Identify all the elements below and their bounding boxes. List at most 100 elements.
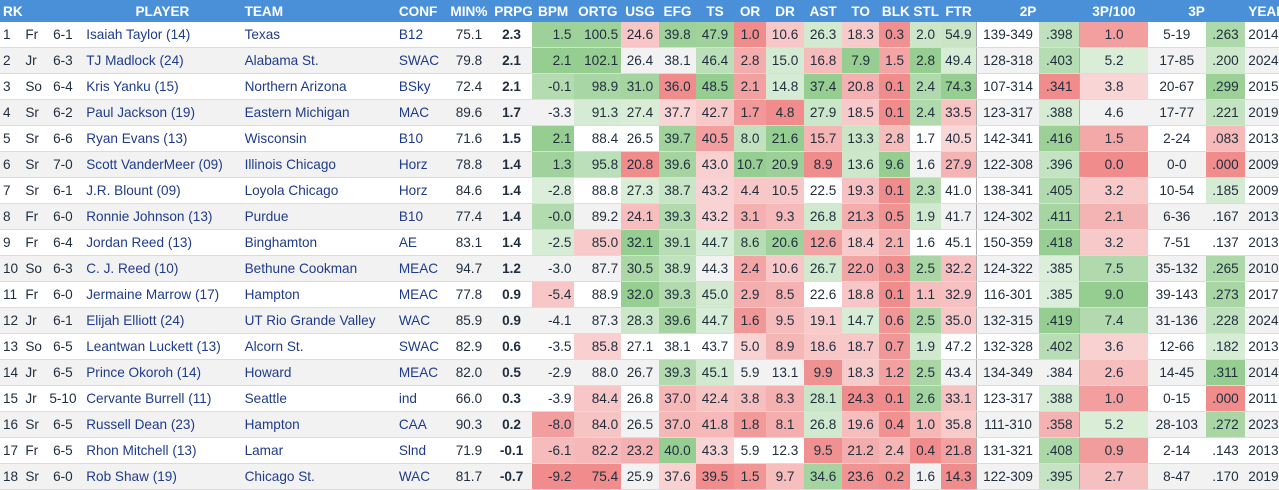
col-header-3p100[interactable]: 3P/100 [1079, 0, 1148, 22]
col-header-prpg[interactable]: PRPG! [491, 0, 532, 22]
cell-conf[interactable]: SWAC [395, 333, 447, 360]
cell-height: 6-1 [42, 307, 84, 334]
table-row: 15 Jr 5-10 Cervante Burrell (11) Seattle ind 6… [0, 385, 1279, 412]
col-header-player[interactable]: PLAYER [83, 0, 242, 22]
cell-team[interactable]: Loyola Chicago [241, 177, 396, 204]
col-header-ortg[interactable]: ORTG [574, 0, 622, 22]
cell-3p-pct: .000 [1205, 385, 1246, 412]
cell-2p: 122-309 [976, 463, 1040, 490]
cell-2p-pct: .395 [1039, 463, 1081, 490]
col-header-team[interactable]: TEAM [241, 0, 396, 22]
cell-conf[interactable]: WAC [395, 307, 447, 334]
cell-player[interactable]: Leantwan Luckett (13) [83, 333, 242, 360]
col-header-ftr[interactable]: FTR [940, 0, 977, 22]
cell-conf[interactable]: MAC [395, 99, 447, 126]
cell-or: 1.6 [733, 307, 767, 334]
cell-team[interactable]: Hampton [241, 281, 396, 308]
cell-3p: 2-14 [1147, 437, 1206, 464]
cell-ftr: 47.2 [940, 333, 977, 360]
cell-team[interactable]: Purdue [241, 203, 396, 230]
cell-player[interactable]: Prince Okoroh (14) [83, 359, 242, 386]
cell-conf[interactable]: MEAC [395, 255, 447, 282]
col-header-rk[interactable]: RK [0, 0, 84, 22]
cell-2p-pct: .388 [1039, 385, 1081, 412]
cell-team[interactable]: Eastern Michigan [241, 99, 396, 126]
cell-team[interactable]: Binghamton [241, 229, 396, 256]
cell-prpg: 0.2 [491, 411, 532, 438]
cell-player[interactable]: Rob Shaw (19) [83, 463, 242, 490]
cell-player[interactable]: Cervante Burrell (11) [83, 385, 242, 412]
col-header-ast[interactable]: AST [803, 0, 843, 22]
cell-class: Sr [22, 99, 43, 126]
cell-2p: 138-341 [976, 177, 1040, 204]
cell-player[interactable]: Ryan Evans (13) [83, 125, 242, 152]
col-header-conf[interactable]: CONF [395, 0, 447, 22]
cell-team[interactable]: Hampton [241, 411, 396, 438]
col-header-year[interactable]: YEAR [1245, 0, 1279, 22]
cell-conf[interactable]: MEAC [395, 359, 447, 386]
cell-team[interactable]: Illinois Chicago [241, 151, 396, 178]
cell-conf[interactable]: B12 [395, 22, 447, 48]
cell-conf[interactable]: WAC [395, 463, 447, 490]
cell-player[interactable]: Russell Dean (23) [83, 411, 242, 438]
cell-conf[interactable]: CAA [395, 411, 447, 438]
cell-player[interactable]: Isaiah Taylor (14) [83, 22, 242, 48]
cell-player[interactable]: Ronnie Johnson (13) [83, 203, 242, 230]
cell-team[interactable]: Texas [241, 22, 396, 48]
cell-team[interactable]: Wisconsin [241, 125, 396, 152]
col-header-3p[interactable]: 3P [1147, 0, 1246, 22]
col-header-2p[interactable]: 2P [976, 0, 1080, 22]
cell-player[interactable]: J.R. Blount (09) [83, 177, 242, 204]
cell-conf[interactable]: MEAC [395, 281, 447, 308]
cell-conf[interactable]: AE [395, 229, 447, 256]
cell-team[interactable]: UT Rio Grande Valley [241, 307, 396, 334]
cell-conf[interactable]: B10 [395, 203, 447, 230]
cell-team[interactable]: Chicago St. [241, 463, 396, 490]
cell-3p: 31-136 [1147, 307, 1206, 334]
cell-team[interactable]: Northern Arizona [241, 73, 396, 100]
cell-conf[interactable]: Horz [395, 151, 447, 178]
cell-player[interactable]: TJ Madlock (24) [83, 47, 242, 74]
cell-player[interactable]: C. J. Reed (10) [83, 255, 242, 282]
cell-player[interactable]: Rhon Mitchell (13) [83, 437, 242, 464]
cell-player[interactable]: Scott VanderMeer (09) [83, 151, 242, 178]
cell-class: Sr [22, 463, 43, 490]
cell-2p: 131-321 [976, 437, 1040, 464]
col-header-ts[interactable]: TS [696, 0, 734, 22]
cell-player[interactable]: Elijah Elliott (24) [83, 307, 242, 334]
cell-team[interactable]: Howard [241, 359, 396, 386]
cell-player[interactable]: Jermaine Marrow (17) [83, 281, 242, 308]
col-header-stl[interactable]: STL [910, 0, 941, 22]
cell-player[interactable]: Kris Yanku (15) [83, 73, 242, 100]
col-header-to[interactable]: TO [842, 0, 879, 22]
cell-conf[interactable]: BSky [395, 73, 447, 100]
cell-ftr: 40.5 [940, 125, 977, 152]
col-header-dr[interactable]: DR [766, 0, 804, 22]
cell-player[interactable]: Jordan Reed (13) [83, 229, 242, 256]
cell-min: 71.6 [446, 125, 492, 152]
cell-conf[interactable]: Slnd [395, 437, 447, 464]
cell-blk: 0.2 [878, 463, 911, 490]
cell-conf[interactable]: Horz [395, 177, 447, 204]
col-header-min[interactable]: MIN% [446, 0, 492, 22]
col-header-blk[interactable]: BLK [878, 0, 911, 22]
cell-or: 8.0 [733, 125, 767, 152]
cell-to: 20.8 [842, 73, 879, 100]
cell-class: Sr [22, 177, 43, 204]
col-header-efg[interactable]: EFG [658, 0, 697, 22]
cell-ortg: 85.8 [574, 333, 622, 360]
cell-team[interactable]: Lamar [241, 437, 396, 464]
cell-conf[interactable]: SWAC [395, 47, 447, 74]
col-header-or[interactable]: OR [733, 0, 767, 22]
col-header-usg[interactable]: USG [621, 0, 659, 22]
cell-team[interactable]: Alcorn St. [241, 333, 396, 360]
cell-team[interactable]: Bethune Cookman [241, 255, 396, 282]
cell-class: Fr [22, 229, 43, 256]
cell-team[interactable]: Alabama St. [241, 47, 396, 74]
col-header-bpm[interactable]: BPM [531, 0, 575, 22]
cell-player[interactable]: Paul Jackson (19) [83, 99, 242, 126]
cell-efg: 39.3 [658, 203, 697, 230]
cell-conf[interactable]: ind [395, 385, 447, 412]
cell-conf[interactable]: B10 [395, 125, 447, 152]
cell-team[interactable]: Seattle [241, 385, 396, 412]
